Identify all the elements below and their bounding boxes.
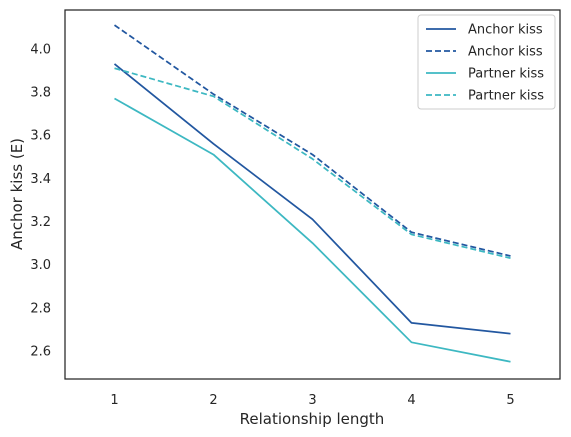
x-tick-label: 1 xyxy=(110,393,118,408)
series-line-1 xyxy=(113,24,511,257)
y-tick-label: 3.0 xyxy=(30,258,51,273)
y-axis-ticks: 2.6 2.8 3.0 3.2 3.4 3.6 3.8 4.0 xyxy=(30,42,51,359)
x-tick-label: 5 xyxy=(506,393,514,408)
x-axis-ticks: 1 2 3 4 5 xyxy=(110,393,514,408)
y-axis-label: Anchor kiss (E) xyxy=(8,138,26,250)
x-tick-label: 3 xyxy=(308,393,316,408)
plot-frame xyxy=(64,9,561,380)
legend-box xyxy=(417,14,556,110)
series-line-2 xyxy=(114,97,511,363)
x-tick-label: 2 xyxy=(209,393,217,408)
y-tick-label: 2.6 xyxy=(30,344,51,359)
series-lines xyxy=(113,24,511,363)
y-tick-label: 3.8 xyxy=(30,86,51,101)
legend-label: Anchor kiss xyxy=(468,45,543,60)
series-line-0 xyxy=(113,63,511,335)
legend-label: Partner kiss xyxy=(468,89,544,104)
x-tick-label: 4 xyxy=(407,393,415,408)
series-line-3 xyxy=(114,67,511,260)
legend-label: Anchor kiss xyxy=(468,23,543,38)
legend: Anchor kiss Anchor kiss Partner kiss Partne… xyxy=(417,14,556,110)
x-axis-label: Relationship length xyxy=(240,410,385,428)
y-tick-label: 3.4 xyxy=(30,172,51,187)
y-tick-label: 4.0 xyxy=(30,42,51,57)
y-tick-label: 2.8 xyxy=(30,301,51,316)
y-tick-label: 3.2 xyxy=(30,215,51,230)
legend-label: Partner kiss xyxy=(468,67,544,82)
y-tick-label: 3.6 xyxy=(30,129,51,144)
